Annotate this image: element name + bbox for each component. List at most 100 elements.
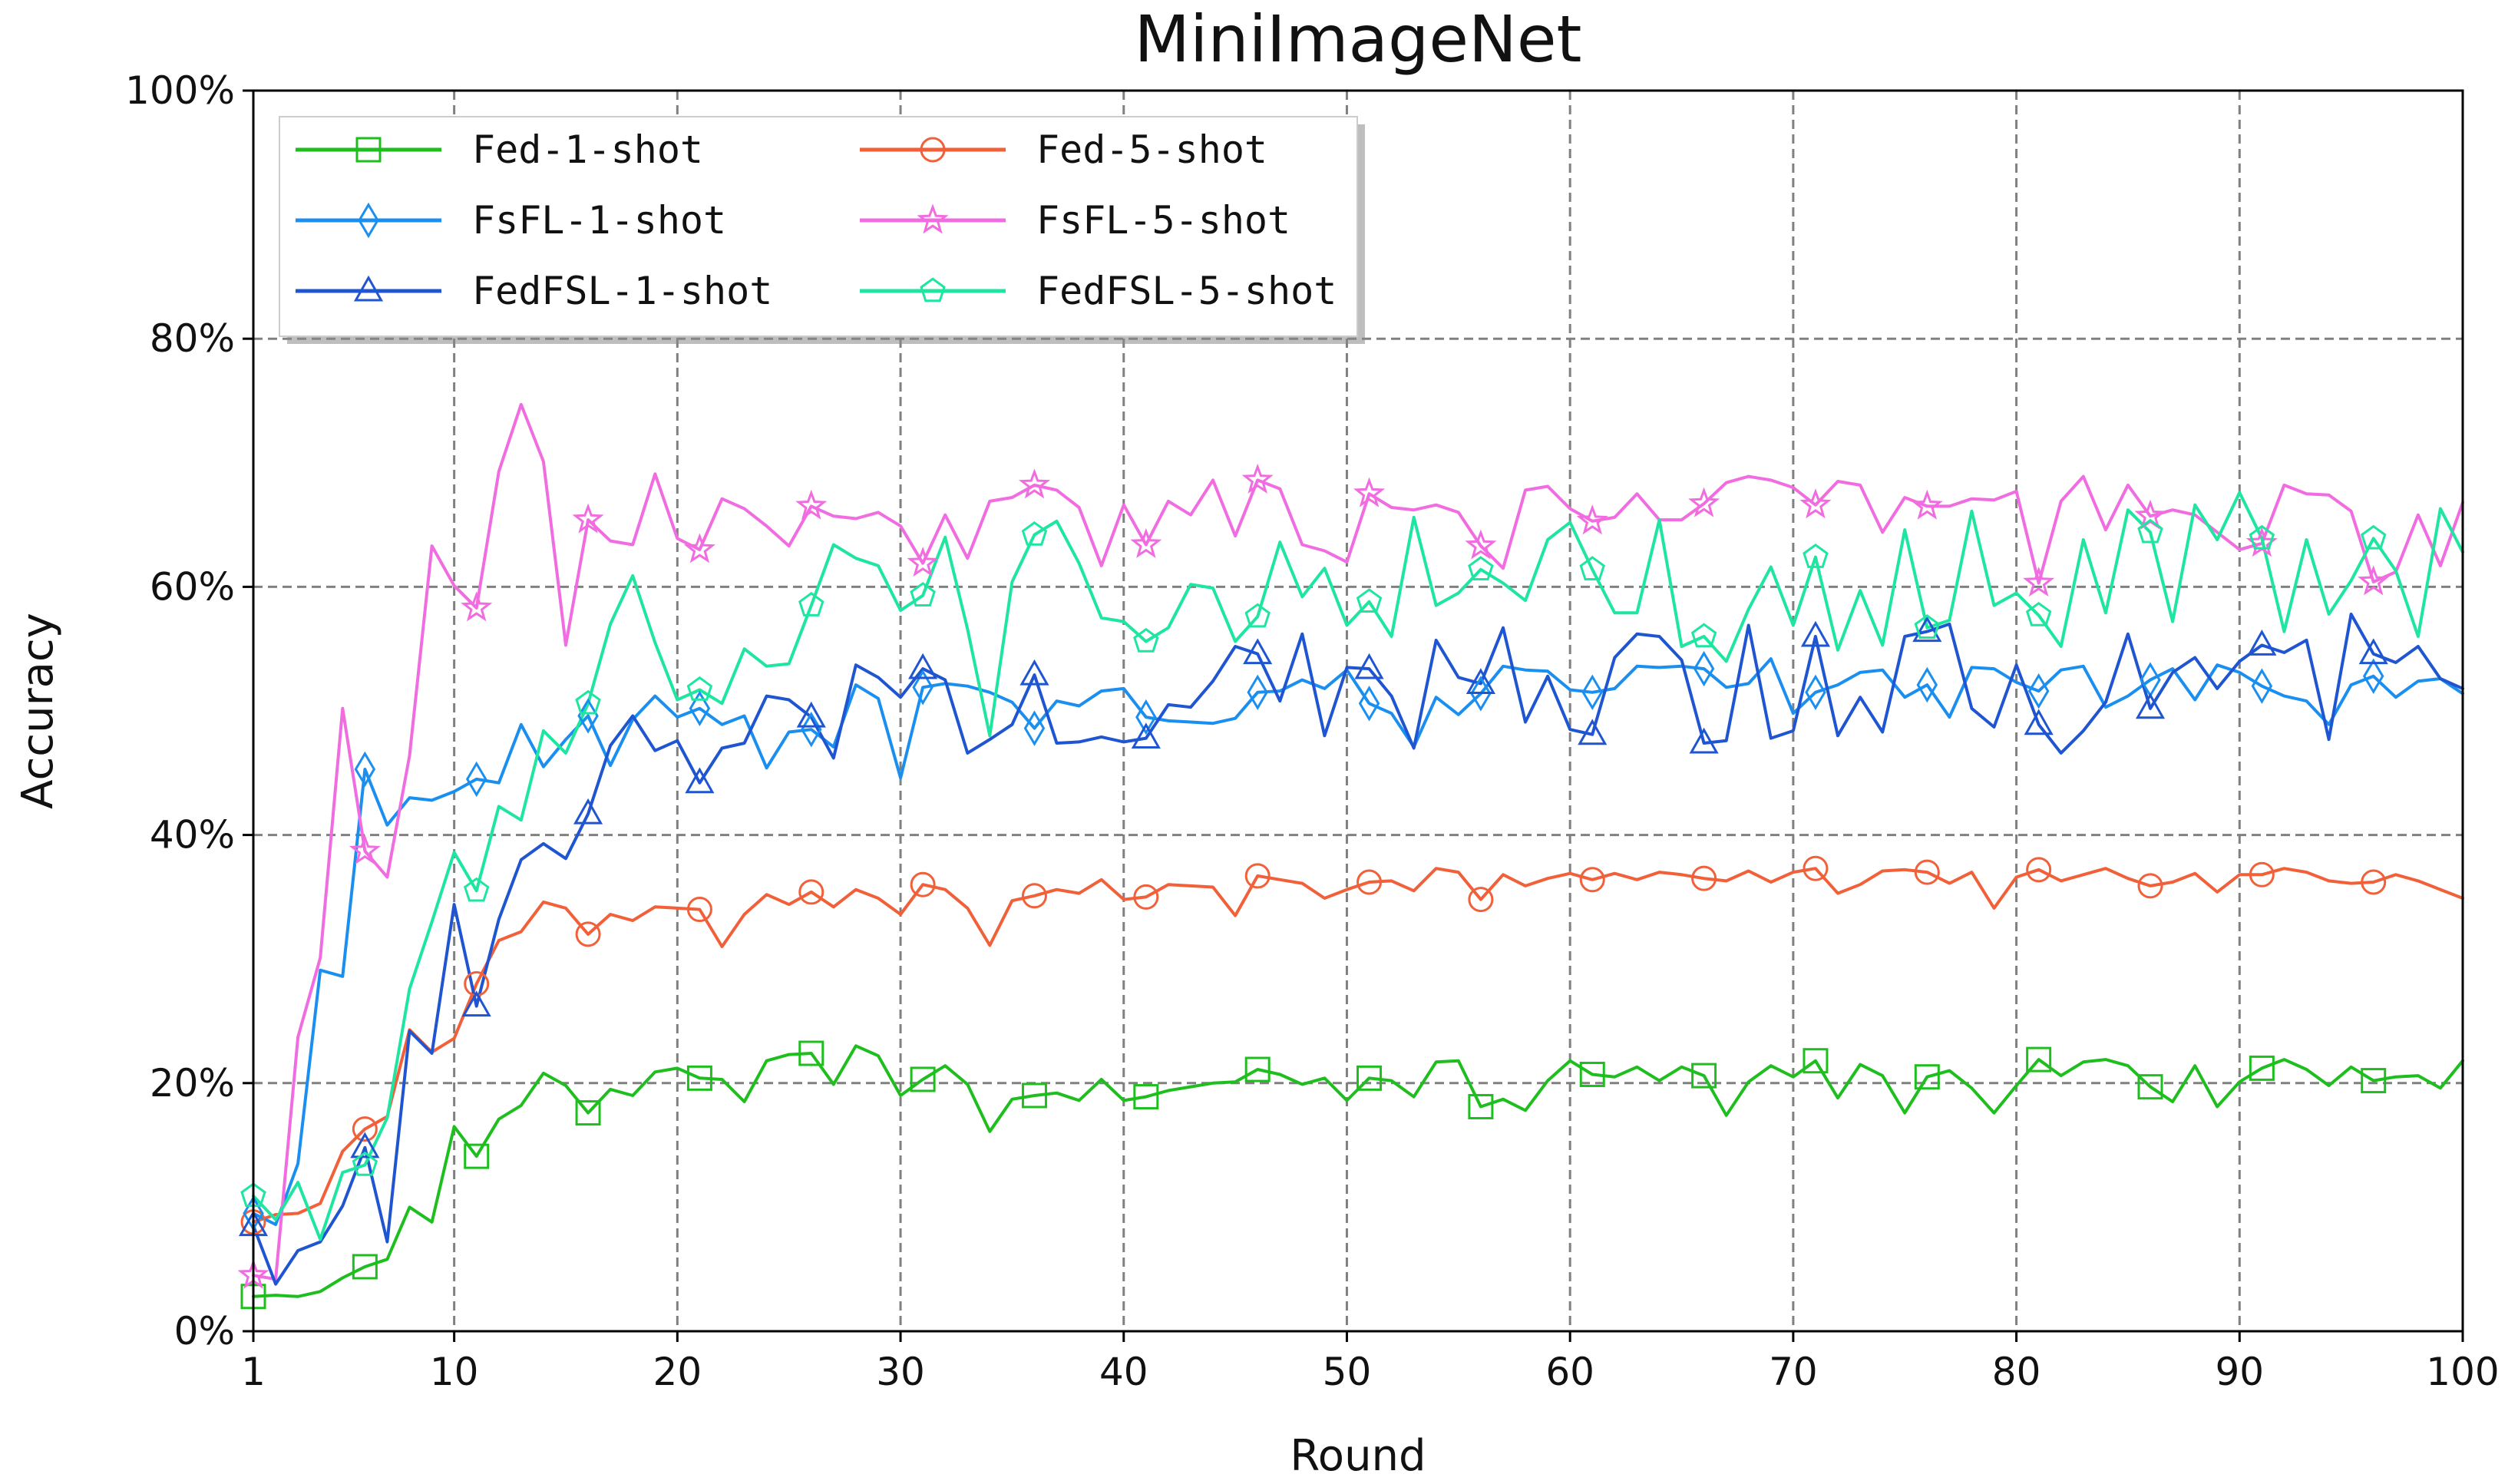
legend-label: FsFL-5-shot: [1036, 198, 1290, 243]
data-point-fed-5-shot: [1133, 884, 1159, 910]
legend-marker: [355, 137, 382, 163]
data-point-fedfsl-1-shot: [573, 798, 603, 825]
series-markers: [237, 463, 2390, 1310]
data-point-fed-1-shot: [686, 1065, 712, 1091]
legend-box: [279, 116, 1358, 337]
data-point-fed-1-shot: [1468, 1094, 1494, 1120]
series-line-fedfsl-5-shot: [252, 491, 2464, 1241]
data-point-fsfl-5-shot: [795, 489, 828, 520]
data-point-fsfl-1-shot: [1023, 710, 1046, 746]
data-point-fsfl-1-shot: [2251, 668, 2273, 704]
legend-item-fedfsl-1-shot: FedFSL-1-shot: [296, 269, 772, 313]
data-point-fedfsl-5-shot: [575, 689, 601, 715]
data-point-fedfsl-1-shot: [461, 990, 491, 1017]
data-point-fed-5-shot: [686, 897, 712, 923]
data-point-fed-5-shot: [2249, 861, 2275, 887]
data-point-fed-1-shot: [2137, 1074, 2163, 1100]
data-point-fedfsl-5-shot: [1468, 556, 1494, 581]
y-axis-ticks: 0% 20% 40% 60% 80% 100%: [125, 68, 253, 1353]
data-point-fsfl-5-shot: [1018, 468, 1050, 499]
data-point-fsfl-5-shot: [2023, 566, 2055, 597]
data-point-fsfl-5-shot: [1241, 463, 1274, 494]
data-point-fedfsl-1-shot: [1131, 722, 1161, 749]
data-point-fedfsl-1-shot: [2135, 692, 2166, 719]
data-point-fed-1-shot: [1803, 1048, 1829, 1074]
data-point-fed-1-shot: [2361, 1068, 2387, 1094]
data-point-fed-1-shot: [1021, 1082, 1047, 1109]
data-point-fsfl-1-shot: [912, 669, 934, 706]
legend-marker: [358, 202, 379, 239]
data-point-fedfsl-5-shot: [463, 877, 490, 902]
data-point-fed-5-shot: [2361, 869, 2387, 895]
data-point-fedfsl-1-shot: [1466, 668, 1495, 694]
y-tick-label: 80%: [150, 316, 235, 361]
y-tick-label: 60%: [150, 564, 235, 609]
series-line-fedfsl-1-shot: [252, 613, 2464, 1286]
x-tick-label: 20: [653, 1350, 702, 1394]
data-point-fsfl-1-shot: [2027, 673, 2050, 709]
x-tick-label: 70: [1769, 1350, 1818, 1394]
legend-label: FedFSL-5-shot: [1036, 269, 1337, 313]
x-tick-label: 60: [1545, 1350, 1594, 1394]
legend-marker: [917, 203, 949, 234]
x-axis-title: Round: [1290, 1431, 1426, 1481]
data-point-fed-5-shot: [1914, 859, 1940, 885]
data-point-fedfsl-1-shot: [1019, 659, 1049, 686]
y-tick-label: 20%: [150, 1061, 235, 1106]
data-point-fed-5-shot: [1803, 855, 1829, 881]
legend-item-fsfl-1-shot: FsFL-1-shot: [296, 198, 726, 243]
x-tick-label: 90: [2215, 1350, 2264, 1394]
data-point-fedfsl-5-shot: [2249, 524, 2275, 550]
data-point-fsfl-1-shot: [1135, 699, 1157, 735]
data-point-fsfl-5-shot: [349, 835, 381, 865]
data-point-fsfl-5-shot: [1130, 527, 1162, 558]
data-point-fsfl-5-shot: [2358, 565, 2390, 596]
data-point-fedfsl-5-shot: [1914, 614, 1941, 639]
data-point-fedfsl-5-shot: [1803, 544, 1829, 568]
legend-item-fsfl-5-shot: FsFL-5-shot: [860, 198, 1290, 243]
data-point-fedfsl-5-shot: [1244, 603, 1271, 628]
data-point-fed-1-shot: [1691, 1063, 1717, 1089]
data-point-fedfsl-1-shot: [1243, 638, 1273, 665]
series-line-fsfl-5-shot: [252, 402, 2464, 1281]
data-point-fedfsl-5-shot: [686, 676, 713, 701]
chart-title: MiniImageNet: [1135, 2, 1582, 77]
data-point-fed-1-shot: [352, 1254, 378, 1280]
data-point-fsfl-1-shot: [2362, 658, 2384, 694]
data-point-fedfsl-5-shot: [2025, 601, 2052, 626]
data-point-fsfl-1-shot: [465, 761, 487, 798]
x-axis-ticks: 1 10 20 30 40 50 60 70 80 90 100: [241, 1331, 2500, 1394]
data-point-fedfsl-5-shot: [1021, 521, 1048, 546]
data-point-fed-1-shot: [798, 1040, 824, 1066]
data-point-fsfl-5-shot: [1799, 488, 1832, 519]
data-point-fedfsl-1-shot: [350, 1132, 380, 1158]
data-point-fed-1-shot: [464, 1143, 490, 1169]
data-point-fsfl-1-shot: [689, 690, 711, 726]
data-point-fedfsl-1-shot: [2247, 630, 2277, 656]
legend-label: FsFL-1-shot: [472, 198, 726, 243]
x-tick-label: 100: [2426, 1350, 2499, 1394]
data-point-fedfsl-1-shot: [2024, 709, 2054, 735]
legend-marker: [920, 137, 946, 163]
data-point-fed-1-shot: [1356, 1065, 1383, 1091]
data-point-fsfl-5-shot: [461, 591, 493, 622]
series-line-fsfl-1-shot: [252, 657, 2464, 1226]
data-point-fed-1-shot: [1244, 1056, 1271, 1082]
plot-frame: [252, 89, 2464, 1333]
legend-item-fed-5-shot: Fed-5-shot: [860, 127, 1267, 172]
legend-items: Fed-1-shot Fed-5-shot FsFL-1-shot FsFL-5-sh…: [296, 127, 1337, 313]
data-point-fed-5-shot: [1356, 869, 1383, 895]
data-point-fedfsl-1-shot: [908, 653, 938, 679]
data-point-fedfsl-5-shot: [798, 592, 824, 616]
y-axis-title: Accuracy: [13, 613, 63, 809]
data-point-fsfl-1-shot: [1247, 674, 1268, 710]
data-point-fed-1-shot: [2249, 1055, 2275, 1081]
y-tick-label: 100%: [125, 68, 235, 113]
data-point-fed-5-shot: [2026, 857, 2052, 883]
data-point-fedfsl-5-shot: [352, 1151, 378, 1176]
x-tick-label: 40: [1099, 1350, 1148, 1394]
data-point-fed-5-shot: [1579, 867, 1605, 893]
data-point-fedfsl-5-shot: [1356, 588, 1383, 613]
data-point-fsfl-1-shot: [577, 698, 599, 734]
